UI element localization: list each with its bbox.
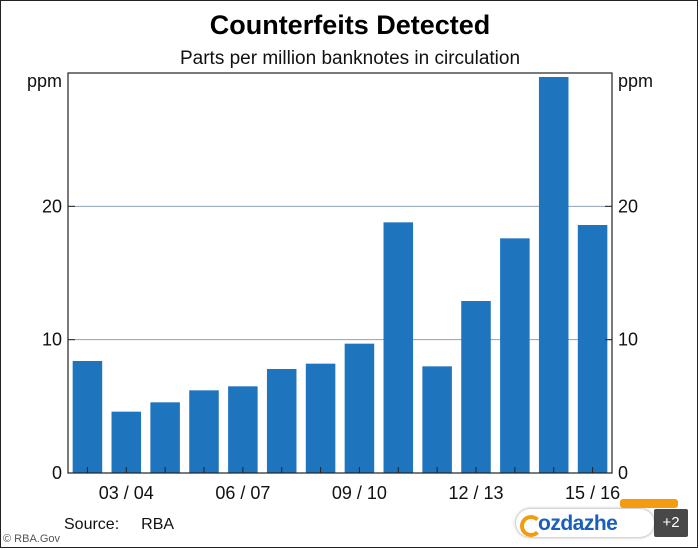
y-tick-label-left: 0: [52, 463, 62, 483]
x-tick-label: 15 / 16: [565, 483, 620, 503]
watermark-logo: ozdazhe +2: [512, 499, 688, 541]
image-count-badge: +2: [654, 509, 688, 537]
chart-subtitle: Parts per million banknotes in circulati…: [179, 48, 521, 69]
bar-10-11: [383, 222, 414, 473]
bar-14-15: [538, 77, 569, 473]
y-axis-right: 0 10 20 ppm: [605, 71, 653, 483]
y-unit-right: ppm: [618, 71, 653, 91]
bar-03-04: [111, 411, 142, 473]
bar-09-10: [344, 343, 375, 473]
source-value: RBA: [141, 516, 175, 533]
y-tick-label-right: 0: [618, 463, 628, 483]
y-tick-label-left: 20: [42, 196, 62, 216]
bar-07-08: [266, 369, 297, 473]
y-tick-label-right: 20: [618, 196, 638, 216]
x-axis: 03 / 04 06 / 07 09 / 10 12 / 13 15 / 16: [86, 467, 620, 503]
x-tick-label: 03 / 04: [99, 483, 154, 503]
bars: [72, 77, 608, 473]
chart-title: Counterfeits Detected: [209, 10, 491, 40]
y-tick-label-right: 10: [618, 330, 638, 350]
bar-13-14: [500, 238, 530, 473]
bar-11-12: [422, 366, 452, 473]
logo-strip: [620, 499, 678, 508]
logo-swoosh-icon: [520, 515, 542, 537]
plot-border: [67, 72, 613, 474]
gridlines: [68, 205, 612, 341]
image-credit: © RBA.Gov: [3, 533, 61, 545]
bar-04-05: [150, 402, 180, 473]
bar-02-03: [72, 361, 103, 473]
source-note: Source: RBA: [64, 516, 196, 534]
x-tick-label: 06 / 07: [215, 483, 270, 503]
logo-bubble: ozdazhe: [516, 509, 654, 537]
x-tick-label: 12 / 13: [448, 483, 503, 503]
y-axis-left: 0 10 20 ppm: [27, 71, 75, 483]
x-tick-label: 09 / 10: [332, 483, 387, 503]
y-unit-left: ppm: [27, 71, 62, 91]
bar-06-07: [228, 386, 258, 473]
source-label: Source:: [64, 516, 120, 533]
bar-15-16: [577, 225, 608, 473]
logo-text: ozdazhe: [538, 512, 618, 535]
bar-12-13: [461, 301, 491, 473]
y-tick-label-left: 10: [42, 330, 62, 350]
bar-08-09: [305, 363, 336, 473]
bar-05-06: [189, 390, 219, 473]
